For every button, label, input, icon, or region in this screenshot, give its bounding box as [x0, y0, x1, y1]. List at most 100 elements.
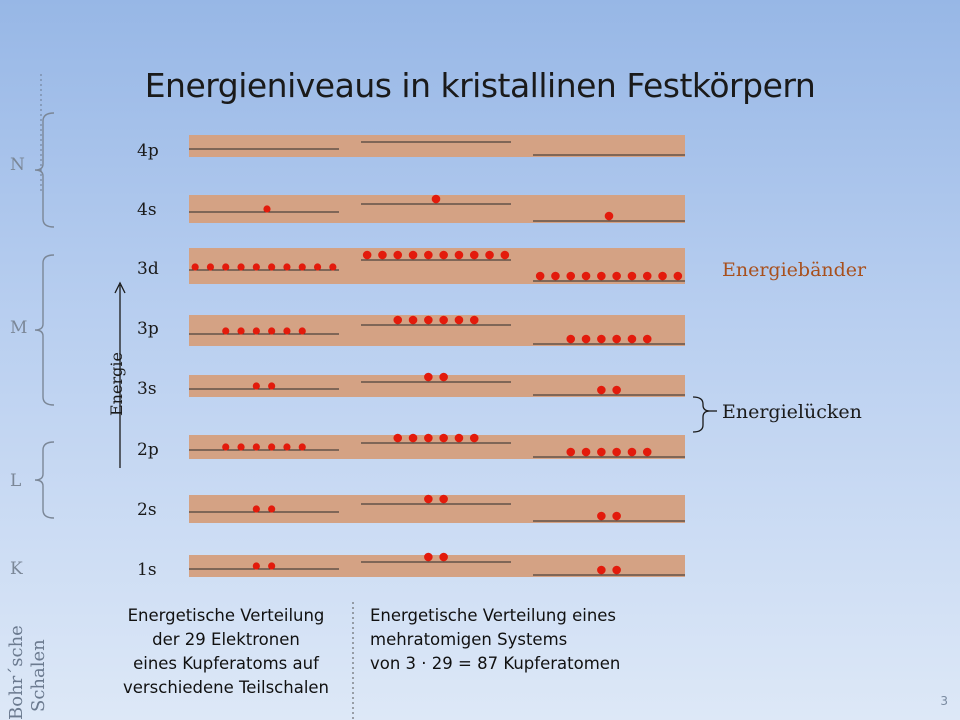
caption-line: von 3 · 29 = 87 Kupferatomen [370, 654, 621, 673]
caption-multi-atom: Energetische Verteilung eines mehratomig… [370, 604, 690, 676]
level-label-2p: 2p [137, 440, 159, 460]
electron-dot [597, 385, 606, 395]
shell-brace-N [34, 112, 55, 228]
electron-dot [612, 385, 621, 395]
bohr-label-line: Schalen [28, 639, 49, 712]
electron-dot [313, 263, 322, 271]
electron-dot [439, 552, 448, 562]
electron-dot [439, 315, 448, 325]
electron-dot [222, 327, 230, 335]
level-label-1s: 1s [137, 560, 157, 580]
electron-dot [439, 250, 448, 260]
electron-dot [597, 334, 606, 344]
electron-dot [658, 271, 667, 281]
shell-label-N: N [10, 155, 25, 175]
electron-dot [206, 263, 215, 271]
shells-layer: N M L K [10, 112, 55, 579]
electron-dot [222, 443, 230, 451]
caption-line: mehratomigen Systems [370, 630, 568, 649]
electron-dot [581, 447, 591, 457]
electron-dot [268, 263, 276, 271]
electron-dot [268, 327, 276, 335]
electron-dot [431, 194, 441, 204]
caption-line: Energetische Verteilung eines [370, 606, 617, 625]
electron-dot [535, 271, 545, 281]
annotations: Energiebänder Energielücken [692, 259, 867, 433]
electron-dot [597, 565, 606, 575]
electron-dot [642, 447, 652, 457]
electron-dot [283, 443, 291, 451]
level-label-4s: 4s [137, 200, 157, 220]
electron-dot [268, 505, 276, 513]
energy-band-2p [189, 435, 685, 459]
caption-line: der 29 Elektronen [152, 630, 300, 649]
electron-dot [581, 334, 591, 344]
electron-dot [612, 334, 621, 344]
electron-dot [408, 250, 418, 260]
level-label-4p: 4p [137, 141, 159, 161]
energy-band-3s [189, 375, 685, 397]
electron-dot [551, 271, 560, 281]
caption-divider [352, 602, 354, 720]
electron-dot [393, 315, 403, 325]
electron-dot [597, 511, 606, 521]
level-label-3d: 3d [137, 259, 159, 279]
bohr-shells-label: Bohr´sche Schalen [6, 625, 50, 720]
electron-dot [604, 211, 614, 221]
electron-dot [424, 433, 433, 443]
electron-dot [627, 334, 637, 344]
energy-axis-label: Energie [107, 352, 126, 416]
level-label-3s: 3s [137, 379, 157, 399]
energy-gaps-brace [692, 396, 711, 433]
energy-band-1s [189, 555, 685, 577]
shell-brace-L [34, 441, 55, 519]
energy-bands-label: Energiebänder [722, 259, 867, 281]
electron-dot [283, 327, 291, 335]
shell-brace-M [34, 254, 55, 406]
electron-dot [424, 494, 433, 504]
bohr-label-line: Bohr´sche [6, 625, 27, 720]
caption-single-atom: Energetische Verteilung der 29 Elektrone… [100, 604, 352, 700]
electron-dot [237, 263, 245, 271]
level-label-3p: 3p [137, 319, 159, 339]
shell-label-K: K [10, 559, 23, 579]
electron-dot [566, 271, 576, 281]
electron-dot [424, 315, 433, 325]
electron-dot [581, 271, 591, 281]
electron-dot [627, 447, 637, 457]
page-number: 3 [940, 694, 948, 708]
electron-dot [439, 494, 448, 504]
electron-dot [393, 433, 403, 443]
electron-dot [627, 271, 637, 281]
electron-dot [252, 327, 260, 335]
electron-dot [268, 382, 276, 390]
shell-label-L: L [10, 471, 21, 491]
electron-dot [612, 511, 621, 521]
electron-dot [566, 447, 576, 457]
electron-dot [252, 562, 260, 570]
labels-layer: 4p 4s 3d 3p 3s 2p 2s 1s [137, 141, 159, 580]
electron-dot [424, 552, 433, 562]
electron-dot [469, 250, 479, 260]
electron-dot [566, 334, 576, 344]
electron-dot [237, 327, 245, 335]
electron-dot [252, 443, 260, 451]
electron-dot [469, 315, 479, 325]
electron-dot [283, 263, 291, 271]
electron-dot [408, 433, 418, 443]
electron-dot [237, 443, 245, 451]
electron-dot [500, 250, 510, 260]
electron-dot [329, 263, 337, 271]
bands-layer [189, 135, 685, 577]
electron-dot [642, 334, 652, 344]
level-label-2s: 2s [137, 500, 157, 520]
electron-dot [252, 382, 260, 390]
electron-dot [378, 250, 387, 260]
energy-band-3p [189, 315, 685, 346]
electron-dot [298, 263, 306, 271]
electron-dot [612, 271, 621, 281]
energy-band-3d [189, 248, 685, 284]
caption-line: verschiedene Teilschalen [122, 678, 330, 697]
electron-dot [191, 263, 199, 271]
electron-dot [252, 263, 260, 271]
